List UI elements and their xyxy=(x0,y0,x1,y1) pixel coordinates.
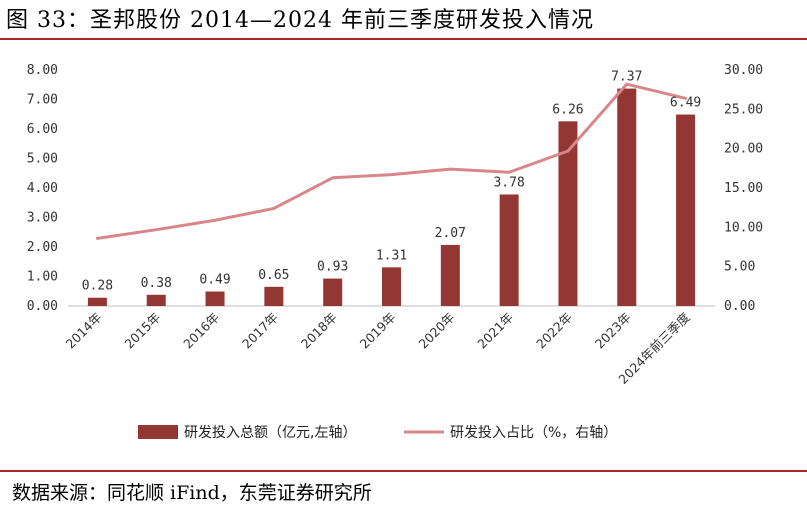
rd-chart: 0.00 1.00 2.00 3.00 4.00 5.00 6.00 7.00 8.00 0.00… xyxy=(27,63,763,441)
y-left-tick-label: 5.00 xyxy=(27,152,58,167)
bar-data-label: 7.37 xyxy=(611,70,642,85)
bar xyxy=(205,291,225,306)
bar-data-label: 1.31 xyxy=(376,248,407,263)
bar xyxy=(264,286,284,306)
y-left-tick-label: 8.00 xyxy=(27,63,58,78)
y-left-tick-label: 3.00 xyxy=(27,211,58,226)
x-tick-label: 2021年 xyxy=(474,310,516,352)
legend-line-label: 研发投入占比（%，右轴） xyxy=(450,425,617,441)
x-tick-label: 2017年 xyxy=(239,310,281,352)
bar-data-label: 0.38 xyxy=(141,276,172,291)
bar-data-label: 6.49 xyxy=(670,96,701,111)
y-left-tick-label: 7.00 xyxy=(27,93,58,108)
y-right-tick-label: 0.00 xyxy=(724,299,755,314)
bar xyxy=(617,88,637,307)
bar xyxy=(676,114,696,306)
x-tick-label: 2016年 xyxy=(180,310,222,352)
bar-data-label: 0.65 xyxy=(258,268,289,283)
bottom-rule xyxy=(0,470,807,472)
bar xyxy=(87,297,107,306)
x-tick-label: 2022年 xyxy=(533,310,575,352)
bar-data-label: 6.26 xyxy=(552,102,583,117)
x-tick-label: 2023年 xyxy=(592,310,634,352)
bar-data-label: 3.78 xyxy=(493,175,524,190)
figure-title: 图 33：圣邦股份 2014—2024 年前三季度研发投入情况 xyxy=(6,8,594,33)
x-tick-label: 2014年 xyxy=(63,310,105,352)
x-tick-label: 2020年 xyxy=(415,310,457,352)
line-series xyxy=(95,82,688,240)
data-labels: 0.28 0.38 0.49 0.65 0.93 1.31 2.07 3.78 6.26 7.37… xyxy=(82,70,701,294)
legend-bar-label: 研发投入总额（亿元,左轴） xyxy=(184,425,356,441)
source-note: 数据来源：同花顺 iFind，东莞证券研究所 xyxy=(12,482,372,504)
y-left-tick-label: 6.00 xyxy=(27,122,58,137)
bar-data-label: 0.93 xyxy=(317,260,348,275)
top-rule xyxy=(0,38,807,40)
bar xyxy=(558,121,578,306)
bar xyxy=(382,267,401,306)
y-left-tick-label: 0.00 xyxy=(27,299,58,314)
bar-data-label: 2.07 xyxy=(435,226,466,241)
x-tick-label: 2019年 xyxy=(357,310,399,352)
y-right-tick-label: 5.00 xyxy=(724,260,755,275)
y-right-tick-label: 20.00 xyxy=(724,142,763,157)
bar xyxy=(440,244,460,306)
chart-legend: 研发投入总额（亿元,左轴） 研发投入占比（%，右轴） xyxy=(138,425,617,441)
y-right-tick-label: 25.00 xyxy=(724,102,763,117)
y-left-tick-label: 1.00 xyxy=(27,270,58,285)
bar-data-label: 0.49 xyxy=(199,273,230,288)
legend-bar-swatch xyxy=(138,425,178,439)
y-right-tick-label: 30.00 xyxy=(724,63,763,78)
y-right-tick-label: 15.00 xyxy=(724,181,763,196)
bar-series xyxy=(87,88,696,307)
y-right-tick-label: 10.00 xyxy=(724,220,763,235)
y-left-tick-label: 4.00 xyxy=(27,181,58,196)
x-tick-label: 2018年 xyxy=(298,310,340,352)
line-series-path xyxy=(95,82,688,240)
bar xyxy=(323,278,343,306)
bar xyxy=(499,194,519,306)
bar-data-label: 0.28 xyxy=(82,279,113,294)
y-left-tick-label: 2.00 xyxy=(27,240,58,255)
chart-axes: 0.00 1.00 2.00 3.00 4.00 5.00 6.00 7.00 8.00 0.00… xyxy=(27,63,763,387)
x-tick-label: 2015年 xyxy=(121,310,163,352)
bar xyxy=(146,294,166,306)
